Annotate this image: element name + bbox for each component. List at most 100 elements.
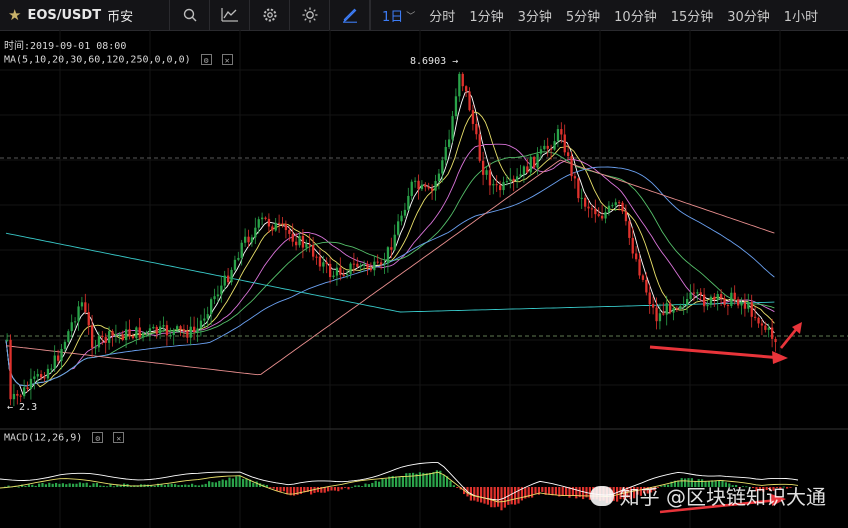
settings-icon[interactable]: ⚙ [92,432,104,443]
macd-bar [194,485,197,487]
candle-body [747,302,750,309]
interval-5m[interactable]: 5分钟 [565,9,601,25]
candle-body [165,325,169,336]
macd-bar [442,474,445,487]
candle-body [43,377,46,379]
candle-body [624,211,628,222]
candle-body [618,202,621,204]
candlesticks [6,71,777,407]
macd-bar [31,484,34,487]
draw-button[interactable] [330,0,370,30]
candle-body [339,267,342,275]
pencil-icon [342,8,357,23]
price-chart[interactable] [0,30,848,528]
macd-bar [446,476,449,487]
candle-body [284,223,288,231]
macd-bar [211,482,214,487]
candle-body [737,299,740,306]
macd-bar [92,483,95,487]
macd-bar [378,481,381,487]
macd-bar [55,482,58,487]
macd-bar [340,487,343,490]
candle-body [60,348,63,361]
candle-body [131,336,135,339]
candle-body [369,268,373,271]
macd-bar [524,487,527,499]
candle-body [733,292,736,300]
arrow-head-icon [771,494,786,506]
candle-body [152,326,155,329]
close-icon[interactable]: ✕ [113,432,125,443]
candle-body [363,263,366,266]
macd-bar [119,485,122,487]
macd-bar [401,476,404,487]
macd-bar [677,480,680,487]
ma-lines [5,91,775,396]
macd-bar [201,484,204,487]
macd-bar [650,487,653,493]
candle-body [553,141,556,150]
macd-bar [177,485,180,487]
symbol-selector[interactable]: ★ EOS/USDT 币安 [0,0,170,30]
macd-trend-arrow [659,498,779,514]
macd-bar [374,480,377,487]
macd-bar [575,487,578,499]
macd-bar [786,487,789,489]
macd-bar [252,482,255,487]
interval-3m[interactable]: 3分钟 [517,9,552,25]
macd-bar [174,484,177,487]
macd-bar [537,487,540,495]
candle-body [774,338,777,343]
settings-button[interactable] [250,0,290,30]
rebound-arrow [779,326,800,349]
macd-bar [687,478,690,487]
candle-body [519,174,522,177]
candle-body [468,91,471,111]
theme-button[interactable] [290,0,330,30]
candle-body [281,223,284,225]
macd-bar [371,482,374,487]
candle-body [182,329,186,332]
candle-body [621,202,624,212]
interval-15m[interactable]: 15分钟 [670,9,714,25]
macd-bar [728,483,731,487]
indicator-button[interactable] [210,0,250,30]
macd-bar [456,487,459,488]
macd-bar [748,486,751,488]
candle-body [672,308,675,313]
macd-bar [347,487,350,490]
macd-legend: MACD(12,26,9) ⚙ ✕ [4,432,125,444]
interval-timeshare[interactable]: 分时 [429,9,456,25]
macd-bar [61,483,64,487]
candle-body [325,262,328,264]
macd-bar [82,483,85,487]
macd-bar [41,482,44,487]
macd-bar [112,486,115,488]
star-icon[interactable]: ★ [8,6,22,24]
candle-body [614,202,617,206]
macd-bar [565,487,568,496]
interval-10m[interactable]: 10分钟 [614,9,657,25]
macd-bar [412,472,415,487]
interval-1h[interactable]: 1小时 [783,9,819,25]
settings-icon[interactable]: ⚙ [200,54,212,65]
interval-1d[interactable]: 1日 ﹀ [375,0,422,30]
candle-body [512,178,515,181]
macd-bar [333,487,336,491]
close-icon[interactable]: ✕ [221,54,233,65]
candle-body [635,253,638,260]
candle-body [121,334,124,340]
candle-body [227,275,230,283]
candle-body [19,395,22,397]
candle-body [403,209,407,216]
time-info: 时间:2019-09-01 08:00 [4,41,127,52]
interval-1m[interactable]: 1分钟 [469,9,504,25]
candle-body [631,237,634,254]
search-button[interactable] [170,0,210,30]
interval-30m[interactable]: 30分钟 [727,9,770,25]
macd-bar [758,487,761,491]
candle-body [397,221,400,235]
candle-body [210,299,213,315]
macd-bar [204,483,207,487]
macd-bar [435,470,438,487]
